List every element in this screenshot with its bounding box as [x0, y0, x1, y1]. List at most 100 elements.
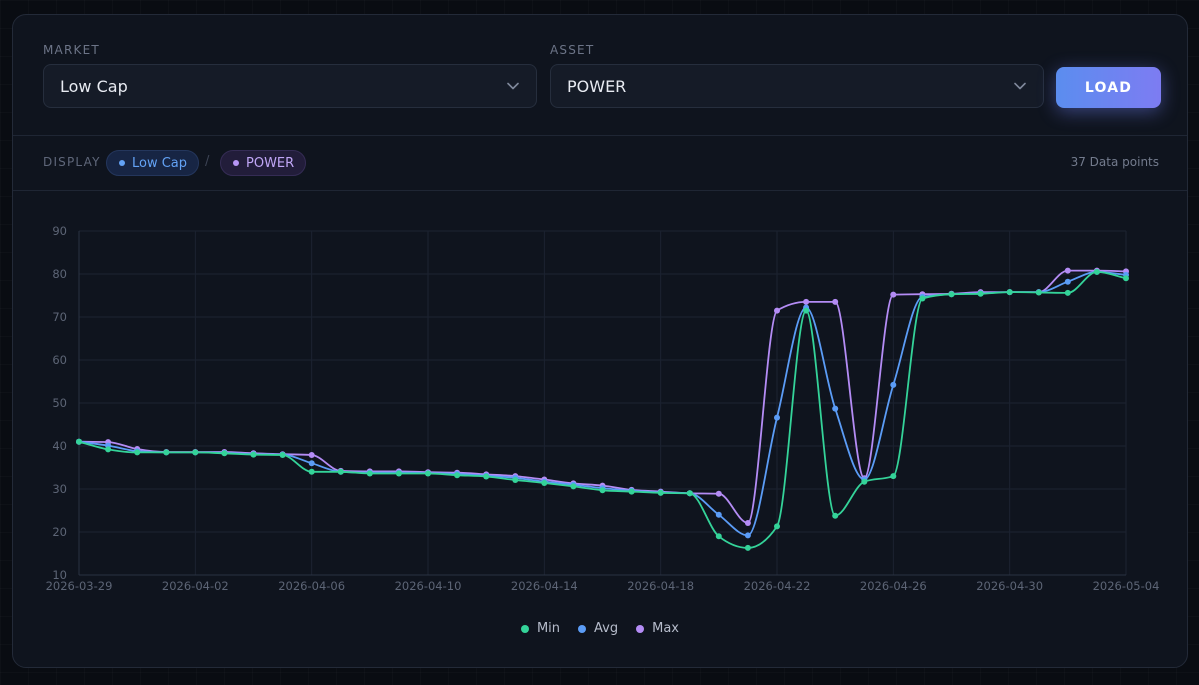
- data-point-min: [395, 470, 402, 477]
- data-point-min: [977, 290, 984, 297]
- x-tick-label: 2026-04-06: [278, 579, 345, 593]
- legend-avg-dot-icon: [578, 624, 587, 633]
- x-tick-label: 2026-03-29: [46, 579, 113, 593]
- data-point-min: [425, 470, 431, 477]
- data-point-avg: [832, 405, 839, 412]
- legend-item-avg[interactable]: Avg: [578, 621, 618, 636]
- asset-dot-icon: [233, 160, 239, 166]
- data-point-min: [774, 523, 780, 530]
- data-point-min: [832, 512, 839, 519]
- data-points-count: 37 Data points: [1070, 155, 1159, 169]
- data-point-max: [744, 520, 751, 526]
- data-point-min: [744, 544, 751, 551]
- series-line-min: [78, 271, 1127, 549]
- data-point-min: [483, 473, 490, 480]
- data-point-min: [366, 470, 373, 477]
- data-point-min: [134, 449, 141, 456]
- data-point-min: [337, 468, 344, 475]
- asset-select[interactable]: POWER: [550, 64, 1044, 108]
- x-tick-label: 2026-04-26: [860, 579, 927, 593]
- series-line-avg: [78, 271, 1127, 537]
- data-point-min: [686, 490, 693, 497]
- legend-avg-label: Avg: [594, 621, 619, 636]
- y-tick-label: 60: [52, 353, 67, 367]
- data-point-min: [163, 449, 170, 456]
- x-tick-label: 2026-04-10: [395, 579, 462, 593]
- asset-pill[interactable]: POWER: [220, 150, 307, 176]
- y-tick-label: 50: [52, 396, 67, 410]
- pill-separator: /: [205, 154, 210, 169]
- data-point-min: [1093, 268, 1100, 275]
- data-point-min: [948, 291, 955, 298]
- legend-min-dot-icon: [520, 624, 529, 633]
- controls-bar: MARKET Low Cap ASSET POWER LOAD: [13, 15, 1187, 135]
- data-point-max: [715, 490, 722, 497]
- asset-select-value: POWER: [567, 76, 627, 96]
- data-point-min: [861, 478, 868, 485]
- data-point-max: [832, 298, 839, 305]
- data-point-min: [1123, 275, 1129, 282]
- chevron-down-icon: [1013, 79, 1027, 93]
- data-point-max: [890, 291, 897, 298]
- divider: [13, 190, 1187, 191]
- x-tick-label: 2026-04-14: [511, 579, 578, 593]
- data-point-min: [192, 449, 199, 456]
- data-point-min: [657, 489, 664, 496]
- chart-panel: MARKET Low Cap ASSET POWER LOAD DISPLAY …: [12, 14, 1188, 668]
- load-button[interactable]: LOAD: [1056, 67, 1161, 108]
- data-point-min: [541, 480, 548, 486]
- market-pill[interactable]: Low Cap: [106, 150, 200, 176]
- data-point-min: [1006, 289, 1013, 296]
- y-tick-label: 10: [52, 568, 67, 582]
- chart-legend: Min Avg Max: [13, 621, 1187, 636]
- data-point-min: [221, 450, 228, 457]
- data-point-min: [76, 438, 82, 445]
- data-point-avg: [774, 414, 780, 421]
- chevron-down-icon: [506, 79, 520, 93]
- asset-pill-label: POWER: [246, 155, 295, 171]
- legend-max-dot-icon: [636, 624, 645, 633]
- y-tick-label: 70: [52, 310, 67, 324]
- x-tick-label: 2026-04-02: [162, 579, 229, 593]
- line-chart: 10 20 30 40 50 60 70 80 90 2026-03-29 2026-04-02 20…: [46, 224, 1160, 593]
- data-point-min: [570, 483, 577, 490]
- x-tick-label: 2026-05-04: [1093, 579, 1160, 593]
- data-point-max: [1064, 267, 1071, 274]
- x-tick-label: 2026-04-22: [744, 579, 811, 593]
- data-point-min: [1035, 289, 1042, 296]
- data-point-max: [774, 307, 780, 314]
- legend-max-label: Max: [652, 621, 680, 636]
- x-tick-label: 2026-04-30: [976, 579, 1043, 593]
- display-label: DISPLAY: [43, 155, 101, 169]
- y-tick-label: 80: [52, 267, 67, 281]
- market-pill-label: Low Cap: [132, 155, 188, 171]
- market-dot-icon: [119, 160, 125, 166]
- asset-label: ASSET: [550, 43, 595, 57]
- legend-item-min[interactable]: Min: [520, 621, 561, 636]
- data-point-min: [1064, 289, 1071, 296]
- data-point-avg: [744, 532, 751, 539]
- market-select-value: Low Cap: [60, 76, 128, 96]
- data-point-min: [890, 473, 897, 480]
- data-point-avg: [715, 511, 722, 518]
- legend-item-max[interactable]: Max: [636, 621, 679, 636]
- data-point-avg: [308, 460, 315, 467]
- data-point-max: [803, 298, 810, 305]
- data-point-min: [599, 487, 606, 494]
- y-tick-label: 30: [52, 482, 67, 496]
- divider: [13, 135, 1187, 136]
- display-row: DISPLAY Low Cap / POWER 37 Data points: [13, 136, 1187, 190]
- y-tick-label: 20: [52, 525, 67, 539]
- legend-min-label: Min: [536, 621, 561, 636]
- data-point-max: [308, 452, 315, 458]
- data-point-min: [250, 451, 257, 458]
- x-tick-label: 2026-04-18: [627, 579, 694, 593]
- data-point-min: [105, 446, 112, 453]
- data-point-min: [279, 452, 286, 458]
- market-select[interactable]: Low Cap: [43, 64, 537, 108]
- y-tick-label: 90: [52, 224, 67, 238]
- data-point-min: [512, 477, 519, 483]
- data-point-min: [628, 488, 635, 495]
- market-label: MARKET: [43, 43, 100, 57]
- data-point-min: [454, 472, 461, 479]
